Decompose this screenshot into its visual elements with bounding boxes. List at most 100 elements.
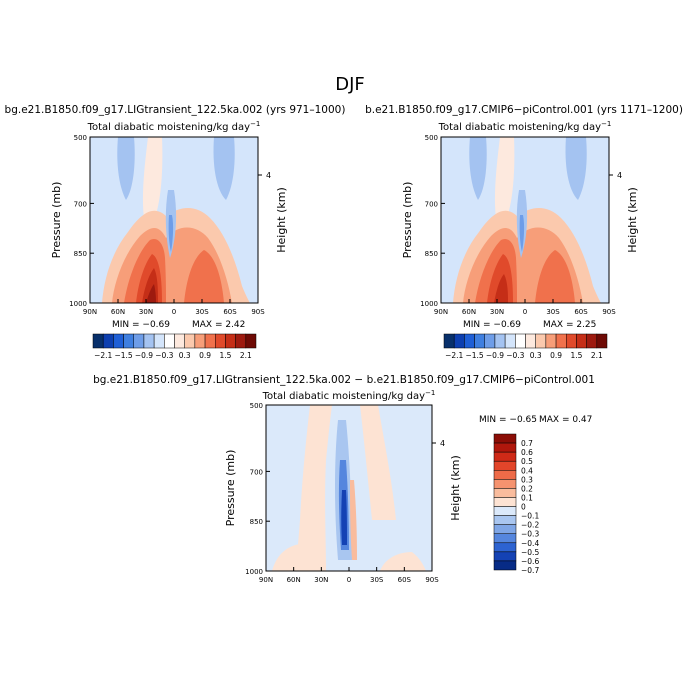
- colorbar-a-swatch: [164, 333, 175, 349]
- colorbar-diff-label: −0.1: [521, 512, 539, 521]
- colorbar-diff-label: −0.7: [521, 566, 539, 575]
- colorbar-a-label: −1.5: [114, 351, 132, 360]
- panel-b-xtick-label: 90N: [434, 308, 448, 316]
- panel-c-subtitle-exp: −1: [425, 389, 435, 397]
- colorbar-b-swatch: [504, 333, 516, 349]
- colorbar-b-swatch: [494, 333, 506, 349]
- colorbar-a-swatch: [194, 333, 206, 349]
- panel-b-subtitle: Total diabatic moistening/kg day−1: [438, 120, 612, 133]
- panel-a-xtick-label: 60S: [223, 308, 237, 316]
- panel-a-ylabel: Pressure (mb): [50, 182, 63, 259]
- panel-a-ytick-label: 500: [74, 134, 87, 142]
- colorbar-diff-label: 0: [521, 503, 526, 512]
- colorbar-b-swatch: [484, 333, 496, 349]
- colorbar-b-swatch: [453, 333, 465, 349]
- panel-b-pos-core2: [494, 274, 508, 303]
- colorbar-b-label: 0.9: [550, 351, 562, 360]
- panel-c-pos-band-n: [296, 405, 332, 571]
- panel-a-min: MIN = −0.69: [112, 320, 170, 330]
- colorbar-diff-swatch: [493, 542, 517, 553]
- colorbar-a-swatch: [123, 333, 134, 349]
- panel-b-ytick-label: 500: [425, 134, 438, 142]
- colorbar-diff-label: −0.6: [521, 557, 539, 566]
- panel-a-xtick-label: 60N: [111, 308, 125, 316]
- panel-c-ytick-label: 850: [250, 518, 263, 526]
- colorbar-a-swatch: [174, 333, 185, 349]
- colorbar-b-swatch: [576, 333, 587, 349]
- colorbar-a-swatch: [133, 333, 145, 349]
- panel-a-contours: [90, 137, 258, 303]
- panel-b-neg-region-s: [565, 137, 587, 200]
- colorbar-diff-label: 0.2: [521, 484, 533, 493]
- panel-b-subtitle-text: Total diabatic moistening/kg day: [438, 122, 602, 133]
- panel-a: bg.e21.B1850.f09_g17.LIGtransient_122.5k…: [5, 104, 346, 330]
- colorbar-diff-label: 0.3: [521, 475, 533, 484]
- panel-b-y2label: Height (km): [626, 187, 639, 253]
- panel-c-xtick-label: 60N: [287, 576, 301, 584]
- colorbar-b-swatch: [515, 333, 526, 349]
- colorbar-diff-swatch: [493, 470, 517, 480]
- colorbar-b-swatch: [464, 333, 475, 349]
- colorbar-b-swatch: [474, 333, 485, 349]
- colorbar-b-label: 0.3: [530, 351, 542, 360]
- panel-c-pos-col: [350, 480, 357, 560]
- panel-a-max: MAX = 2.42: [192, 320, 245, 330]
- colorbar-diff-swatch: [493, 506, 517, 516]
- colorbar-a-label: 0.9: [199, 351, 211, 360]
- panel-c-xtick-label: 30S: [370, 576, 384, 584]
- colorbar-a-swatch: [215, 333, 226, 349]
- colorbar-b-swatch: [596, 333, 608, 349]
- panel-c-xtick-label: 0: [347, 576, 351, 584]
- colorbar-a-swatch: [184, 333, 196, 349]
- colorbar-a-label: −2.1: [94, 351, 112, 360]
- panel-c-xtick-label: 30N: [314, 576, 328, 584]
- colorbar-diff-label: 0.6: [521, 448, 533, 457]
- colorbar-a-label: 2.1: [240, 351, 252, 360]
- season-title: DJF: [335, 74, 365, 95]
- colorbar-diff-label: 0.7: [521, 439, 533, 448]
- panel-c-ytick-label: 700: [250, 468, 263, 476]
- colorbar-b-label: 1.5: [570, 351, 582, 360]
- panel-a-xtick-label: 0: [172, 308, 176, 316]
- panel-a-pos-column: [142, 137, 163, 230]
- colorbar-b-swatch: [586, 333, 598, 349]
- colorbar-diff-swatch: [493, 515, 517, 525]
- panel-c-xtick-label: 90N: [259, 576, 273, 584]
- colorbar-b-swatch: [443, 333, 455, 349]
- panel-a-ytick-label: 850: [74, 250, 87, 258]
- panel-a-xtick-label: 30N: [139, 308, 153, 316]
- panel-b-xtick-label: 60N: [462, 308, 476, 316]
- panel-b-pos-inner-s: [535, 250, 575, 303]
- panel-a-xtick-label: 90N: [83, 308, 97, 316]
- panel-c-y2tick: 4: [440, 439, 445, 448]
- panel-b-ytick-label: 1000: [420, 300, 438, 308]
- colorbar-a-swatch: [143, 333, 155, 349]
- panel-c-xtick-label: 90S: [425, 576, 439, 584]
- colorbar-diff-label: 0.1: [521, 493, 533, 502]
- colorbar-diff-swatch: [493, 524, 517, 534]
- colorbar-diff-swatch: [493, 551, 517, 562]
- colorbar-diff-swatch: [493, 533, 517, 544]
- panel-c-pos-low-n: [272, 544, 320, 571]
- panel-a-subtitle-text: Total diabatic moistening/kg day: [87, 122, 251, 133]
- panel-c-pos-low-s: [380, 552, 426, 571]
- colorbar-diff-label: −0.5: [521, 548, 539, 557]
- panel-b-y2tick: 4: [617, 171, 622, 180]
- colorbar-diff-swatch: [493, 442, 517, 453]
- colorbar-b-label: −0.9: [486, 351, 504, 360]
- colorbar-b-swatch: [535, 333, 547, 349]
- panel-b-contours: [441, 137, 609, 303]
- colorbar-diff-swatch: [493, 433, 517, 444]
- colorbar-a-swatch: [225, 333, 236, 349]
- colorbar-b-swatch: [555, 333, 567, 349]
- colorbar-b-label: −1.5: [465, 351, 483, 360]
- colorbar-diff-swatch: [493, 488, 517, 498]
- panel-c-subtitle: Total diabatic moistening/kg day−1: [262, 389, 436, 402]
- colorbar-a-label: −0.3: [155, 351, 173, 360]
- panel-c: bg.e21.B1850.f09_g17.LIGtransient_122.5k…: [93, 374, 595, 572]
- colorbar-b-label: −2.1: [445, 351, 463, 360]
- panel-b-title: b.e21.B1850.f09_g17.CMIP6−piControl.001 …: [365, 104, 683, 116]
- panel-a-pos-max: [146, 284, 156, 303]
- colorbar-a-swatch: [245, 333, 257, 349]
